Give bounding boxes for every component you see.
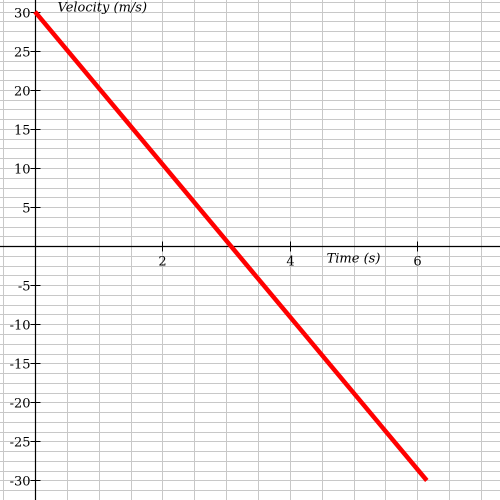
x-tick-label: 4: [286, 255, 294, 270]
y-axis-label: Velocity (m/s): [58, 1, 148, 16]
y-tick-label: 20: [14, 85, 31, 100]
y-tick-label: 15: [14, 124, 31, 139]
y-tick-label: 10: [14, 163, 31, 178]
y-tick-label: -30: [10, 475, 31, 490]
x-tick-label: 6: [413, 255, 421, 270]
ticks: 2 4 6 30 25 20 15 10 5 -5 -10 -15 -20 -25 -30: [10, 7, 422, 490]
velocity-line: [33, 10, 429, 482]
series: [33, 10, 429, 482]
y-tick-label: 5: [22, 202, 30, 217]
y-tick-label: -20: [10, 397, 31, 412]
y-tick-label: 30: [14, 7, 31, 22]
x-tick-label: 2: [158, 255, 166, 270]
y-tick-label: -10: [10, 319, 31, 334]
x-axis-label: Time (s): [327, 252, 381, 267]
y-tick-label: -15: [10, 358, 31, 373]
y-tick-label: -25: [10, 436, 31, 451]
y-tick-label: -5: [18, 280, 31, 295]
y-tick-label: 25: [14, 46, 31, 61]
